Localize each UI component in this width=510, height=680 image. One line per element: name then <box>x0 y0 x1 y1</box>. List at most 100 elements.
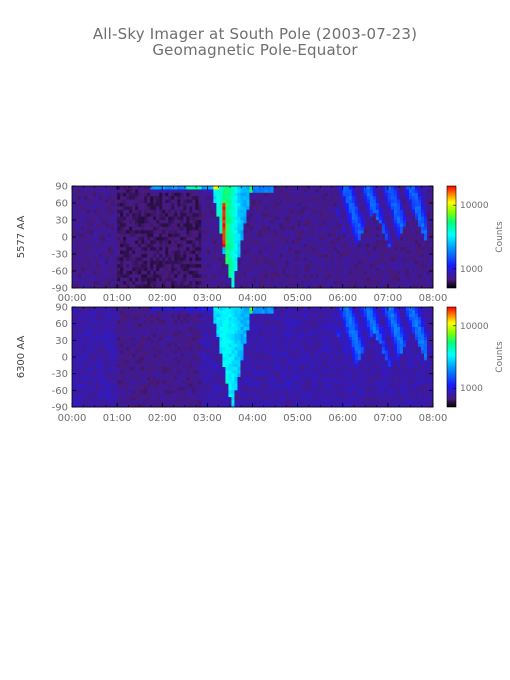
heatmap-cell <box>219 213 223 217</box>
heatmap-cell <box>189 274 193 279</box>
heatmap-cell <box>147 226 151 231</box>
heatmap-cell <box>81 264 85 268</box>
heatmap-cell <box>162 313 166 318</box>
heatmap-cell <box>105 343 109 348</box>
heatmap-cell <box>390 226 395 231</box>
heatmap-cell <box>267 240 271 245</box>
heatmap-cell <box>291 240 296 245</box>
heatmap-cell <box>183 320 187 325</box>
heatmap-cell <box>222 220 226 224</box>
heatmap-cell <box>153 277 157 282</box>
heatmap-cell <box>87 353 91 358</box>
heatmap-cell <box>363 203 368 207</box>
heatmap-cell <box>153 243 157 248</box>
heatmap-cell <box>180 196 184 200</box>
heatmap-cell <box>366 250 371 255</box>
heatmap-cell <box>189 237 193 241</box>
heatmap-cell <box>291 237 296 241</box>
heatmap-cell <box>75 367 79 371</box>
heatmap-cell <box>99 340 103 345</box>
heatmap-cell <box>195 340 199 345</box>
heatmap-cell <box>171 337 175 341</box>
heatmap-cell <box>276 243 280 248</box>
heatmap-cell <box>321 257 326 262</box>
heatmap-cell <box>216 223 220 228</box>
heatmap-cell <box>84 370 88 375</box>
heatmap-cell <box>138 320 142 325</box>
heatmap-cell <box>219 226 223 231</box>
heatmap-cell <box>84 186 88 190</box>
heatmap-cell <box>243 206 247 211</box>
heatmap-cell <box>252 254 256 258</box>
heatmap-cell <box>219 267 223 272</box>
heatmap-cell <box>330 189 335 194</box>
heatmap-cell <box>264 257 268 262</box>
heatmap-cell <box>366 247 371 251</box>
heatmap-cell <box>168 330 172 335</box>
heatmap-cell <box>144 347 148 351</box>
heatmap-cell <box>84 313 88 318</box>
heatmap-cell <box>141 373 145 378</box>
heatmap-cell <box>168 333 172 338</box>
heatmap-cell <box>177 367 181 371</box>
heatmap-cell <box>345 257 350 262</box>
heatmap-cell <box>297 274 302 279</box>
heatmap-cell <box>237 277 241 282</box>
heatmap-cell <box>273 189 277 194</box>
heatmap-cell <box>138 233 142 238</box>
heatmap-cell <box>120 233 124 238</box>
heatmap-cell <box>183 363 187 368</box>
heatmap-cell <box>213 216 217 221</box>
heatmap-cell <box>357 260 362 265</box>
heatmap-cell <box>339 274 344 279</box>
heatmap-cell <box>174 271 178 275</box>
heatmap-cell <box>180 237 184 241</box>
heatmap-cell <box>420 186 425 190</box>
heatmap-cell <box>135 213 139 217</box>
heatmap-cell <box>99 390 103 395</box>
heatmap-cell <box>396 277 401 282</box>
heatmap-cell <box>423 206 428 211</box>
heatmap-cell <box>393 264 398 268</box>
heatmap-cell <box>156 357 160 361</box>
heatmap-cell <box>399 260 404 265</box>
heatmap-cell <box>168 257 172 262</box>
heatmap-cell <box>153 377 157 381</box>
heatmap-cell <box>144 186 148 190</box>
heatmap-cell <box>156 284 160 289</box>
heatmap-cell <box>276 226 280 231</box>
heatmap-cell <box>174 327 178 331</box>
heatmap-cell <box>273 196 277 200</box>
heatmap-cell <box>222 230 226 234</box>
heatmap-cell <box>255 257 259 262</box>
heatmap-cell <box>387 233 392 238</box>
heatmap-cell <box>72 267 76 272</box>
heatmap-cell <box>180 189 184 194</box>
heatmap-cell <box>87 189 91 194</box>
heatmap-cell <box>327 260 332 265</box>
heatmap-cell <box>174 254 178 258</box>
heatmap-cell <box>177 373 181 378</box>
heatmap-cell <box>198 203 202 207</box>
chart-subtitle: Geomagnetic Pole-Equator <box>152 41 358 59</box>
heatmap-cell <box>204 257 208 262</box>
heatmap-cell <box>399 281 404 285</box>
heatmap-cell <box>90 370 94 375</box>
heatmap-cell <box>234 260 238 265</box>
heatmap-cell <box>399 247 404 251</box>
heatmap-cell <box>87 277 91 282</box>
heatmap-cell <box>174 281 178 285</box>
heatmap-cell <box>96 350 100 355</box>
heatmap-cell <box>192 337 196 341</box>
heatmap-cell <box>273 271 277 275</box>
heatmap-cell <box>162 403 166 408</box>
heatmap-cell <box>189 199 193 204</box>
heatmap-cell <box>345 271 350 275</box>
heatmap-cell <box>168 264 172 268</box>
heatmap-cell <box>369 233 374 238</box>
heatmap-cell <box>240 243 244 248</box>
heatmap-cell <box>270 216 274 221</box>
heatmap-cell <box>279 209 283 214</box>
heatmap-cell <box>399 216 404 221</box>
heatmap-cell <box>111 313 115 318</box>
